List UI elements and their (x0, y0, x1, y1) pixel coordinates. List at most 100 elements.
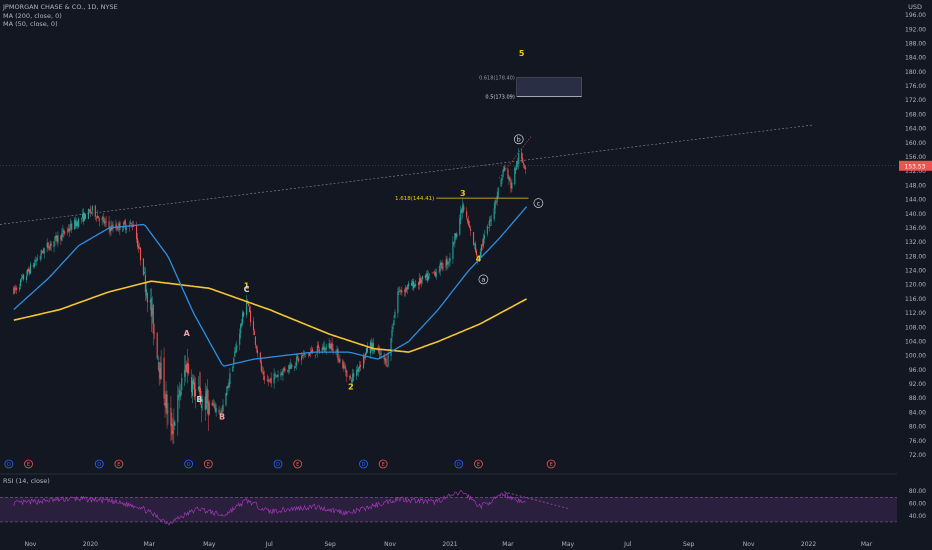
candle-body (232, 366, 234, 372)
candle-body (41, 251, 43, 253)
event-marker-ring (94, 459, 104, 469)
time-tick-label: Mar (861, 541, 873, 548)
event-marker: E (117, 462, 120, 468)
time-tick-label: Mar (144, 541, 156, 548)
candle-body (370, 342, 372, 351)
candle-body (392, 326, 394, 329)
fibonacci-levels: 1.618(144.41) 0.618(178.40) 0.5(173.09) (395, 76, 582, 202)
candle-body (229, 373, 231, 385)
event-marker: E (296, 462, 299, 468)
candle-body (254, 336, 256, 346)
candle-body (455, 233, 457, 238)
candle-body (78, 218, 80, 227)
candle-body (139, 247, 142, 261)
candle-body (296, 356, 298, 366)
candle-body (102, 216, 104, 219)
candle-body (489, 219, 491, 222)
candle-body (432, 272, 434, 274)
candle-body (462, 204, 464, 213)
candle-body (208, 402, 210, 415)
price-tick-label: 112.00 (905, 310, 926, 317)
candle-body (460, 210, 462, 221)
candle-body (53, 241, 55, 248)
candle-body (167, 410, 169, 412)
candle-body (117, 229, 119, 230)
candle-body (188, 363, 190, 374)
event-marker: E (207, 462, 210, 468)
time-tick-label: Nov (384, 541, 396, 548)
candle-body (514, 168, 516, 185)
candle-body (133, 225, 135, 227)
time-tick-label: Jul (265, 541, 274, 548)
candle-body (357, 369, 359, 372)
candle-body (342, 360, 344, 369)
event-marker: D (362, 462, 366, 468)
ma200-legend: MA (200, close, 0) (3, 11, 62, 20)
candle-body (304, 354, 307, 355)
candle-body (398, 290, 400, 293)
candle-body (173, 421, 175, 431)
candle-body (256, 349, 258, 354)
candle-body (97, 215, 99, 219)
candle-body (46, 243, 48, 248)
price-tick-label: 192.00 (905, 26, 926, 33)
candle-body (405, 287, 407, 293)
candle-body (386, 366, 388, 367)
candle-body (63, 229, 65, 234)
candle-body (317, 344, 319, 349)
price-tick-label: 152.00 (905, 168, 926, 175)
candle-body (221, 410, 223, 412)
candle-body (20, 279, 22, 287)
event-marker-ring (359, 459, 368, 469)
candle-body (404, 289, 406, 292)
candle-body (48, 249, 50, 251)
candle-body (206, 388, 208, 403)
candle-body (82, 212, 85, 222)
rsi-tick-label: 80.00 (909, 488, 926, 495)
candle-body (453, 242, 455, 244)
candle-body (518, 153, 520, 165)
candle-body (351, 379, 353, 383)
event-marker-ring (114, 459, 124, 469)
candle-body (383, 354, 385, 360)
candle-body (207, 401, 209, 416)
candle-body (101, 218, 103, 221)
candle-body (177, 394, 179, 423)
candle-body (118, 223, 120, 229)
candle-body (321, 347, 323, 352)
candle-body (15, 288, 17, 290)
candle-body (70, 223, 72, 230)
candle-body (414, 284, 416, 287)
candle-body (515, 168, 517, 171)
candle-body (14, 287, 16, 291)
candle-body (433, 271, 435, 273)
event-marker: E (382, 462, 385, 468)
candle-body (47, 242, 49, 249)
time-tick-label: May (203, 541, 216, 548)
symbol-title: JPMORGAN CHASE & CO., 1D, NYSE (3, 3, 118, 11)
event-marker: E (27, 462, 30, 468)
candle-body (316, 346, 318, 353)
candle-body (29, 264, 32, 274)
candle-body (344, 366, 346, 369)
candle-body (239, 333, 241, 345)
candle-body (390, 337, 392, 357)
price-tick-label: 172.00 (905, 97, 926, 104)
candle-body (421, 276, 424, 280)
price-tick-label: 136.00 (905, 225, 926, 232)
candle-body (461, 208, 463, 212)
candle-body (373, 348, 375, 352)
candle-body (219, 412, 221, 414)
candle-body (243, 312, 245, 317)
candle-body (362, 355, 365, 369)
price-tick-label: 132.00 (905, 239, 926, 246)
candle-body (218, 409, 220, 413)
candle-body (419, 278, 422, 284)
candle-body (448, 261, 450, 263)
candle-body (109, 228, 111, 232)
rsi-band-fill (0, 497, 897, 522)
candle-body (16, 287, 18, 291)
price-tick-label: 92.00 (909, 381, 926, 388)
candle-body (288, 364, 290, 370)
